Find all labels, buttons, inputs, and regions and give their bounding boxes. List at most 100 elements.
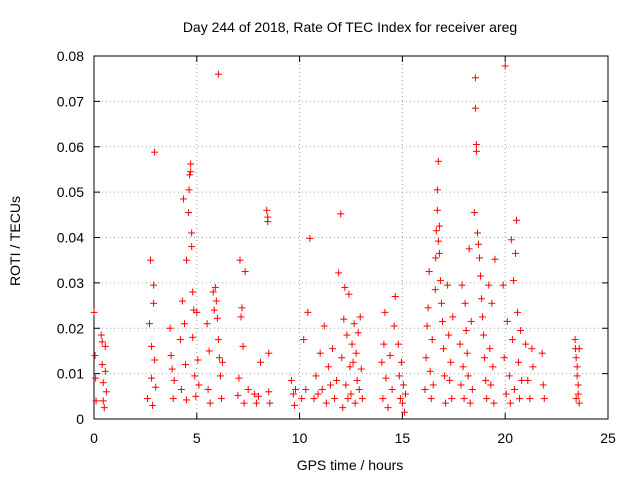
data-point: [176, 336, 184, 344]
data-point: [150, 299, 158, 307]
data-point: [188, 243, 196, 251]
data-point: [150, 281, 158, 289]
data-point: [515, 358, 523, 366]
data-point: [423, 322, 431, 330]
data-point: [514, 308, 522, 316]
data-point: [485, 281, 493, 289]
data-point: [203, 320, 211, 328]
data-point: [441, 372, 449, 380]
data-point: [342, 381, 350, 389]
data-point: [459, 363, 467, 371]
data-point: [422, 354, 430, 362]
y-tick-label: 0.02: [57, 320, 84, 336]
data-point: [398, 399, 406, 407]
data-point: [432, 254, 440, 262]
data-point: [254, 392, 262, 400]
data-point: [480, 331, 488, 339]
data-point: [511, 249, 519, 257]
data-point: [518, 376, 526, 384]
data-point: [524, 376, 532, 384]
data-point: [166, 324, 174, 332]
data-point: [513, 216, 521, 224]
data-point: [181, 361, 189, 369]
data-point: [183, 256, 191, 264]
data-point: [149, 401, 157, 409]
data-point: [464, 372, 472, 380]
data-point: [302, 386, 310, 394]
data-point: [463, 349, 471, 357]
data-point: [326, 381, 334, 389]
data-point: [396, 395, 404, 403]
data-point: [432, 227, 440, 235]
data-point: [434, 237, 442, 245]
data-point: [146, 320, 154, 328]
tick-labels: 0 5 10 15 20 25 0 0.01 0.02 0.03 0.04 0.05 0.06 0.07 0…: [57, 48, 616, 446]
data-point: [500, 354, 508, 362]
data-point: [331, 395, 339, 403]
data-point: [446, 376, 454, 384]
data-point: [178, 297, 186, 305]
data-point: [353, 376, 361, 384]
y-tick-label: 0.03: [57, 275, 84, 291]
x-tick-label: 15: [395, 430, 411, 446]
data-point: [429, 381, 437, 389]
data-point: [574, 381, 582, 389]
data-point: [391, 292, 399, 300]
data-point: [187, 160, 195, 168]
data-point: [431, 286, 439, 294]
x-tick-label: 20: [497, 430, 513, 446]
data-point: [167, 351, 175, 359]
data-point: [351, 399, 359, 407]
data-point: [384, 404, 392, 412]
data-point: [572, 354, 580, 362]
data-point: [91, 351, 99, 359]
y-tick-label: 0.07: [57, 93, 84, 109]
data-point: [237, 313, 245, 321]
data-point: [240, 399, 248, 407]
data-point: [461, 299, 469, 307]
data-point: [440, 345, 448, 353]
data-point: [388, 386, 396, 394]
data-point: [212, 297, 220, 305]
data-point: [219, 358, 226, 366]
data-point: [349, 358, 357, 366]
data-point: [427, 395, 435, 403]
data-point: [503, 317, 511, 325]
data-point: [436, 277, 444, 285]
data-point: [238, 304, 246, 312]
data-point: [252, 399, 260, 407]
data-point: [343, 331, 351, 339]
data-point: [358, 395, 366, 403]
data-point: [291, 386, 299, 394]
data-point: [328, 345, 336, 353]
data-point: [151, 148, 159, 156]
data-point: [540, 395, 548, 403]
data-point: [468, 386, 476, 394]
chart-title: Day 244 of 2018, Rate Of TEC Index for r…: [183, 19, 517, 35]
data-point: [318, 386, 326, 394]
data-point: [185, 209, 193, 217]
data-point: [263, 206, 271, 214]
data-point: [204, 386, 212, 394]
data-point: [266, 399, 274, 407]
data-point: [340, 315, 348, 323]
data-point: [501, 62, 509, 70]
data-point: [573, 372, 581, 380]
data-point: [426, 367, 434, 375]
data-point: [189, 288, 197, 296]
data-point: [194, 356, 202, 364]
data-point: [352, 349, 360, 357]
data-point: [264, 218, 272, 226]
data-point: [216, 372, 224, 380]
data-point: [215, 354, 223, 362]
data-point: [509, 277, 517, 285]
data-point: [424, 304, 432, 312]
data-point: [502, 390, 510, 398]
data-point: [378, 358, 386, 366]
data-point: [354, 329, 362, 337]
data-point: [449, 313, 457, 321]
data-point: [345, 290, 353, 298]
y-tick-label: 0: [76, 411, 84, 427]
data-point: [395, 372, 403, 380]
data-point: [506, 399, 514, 407]
